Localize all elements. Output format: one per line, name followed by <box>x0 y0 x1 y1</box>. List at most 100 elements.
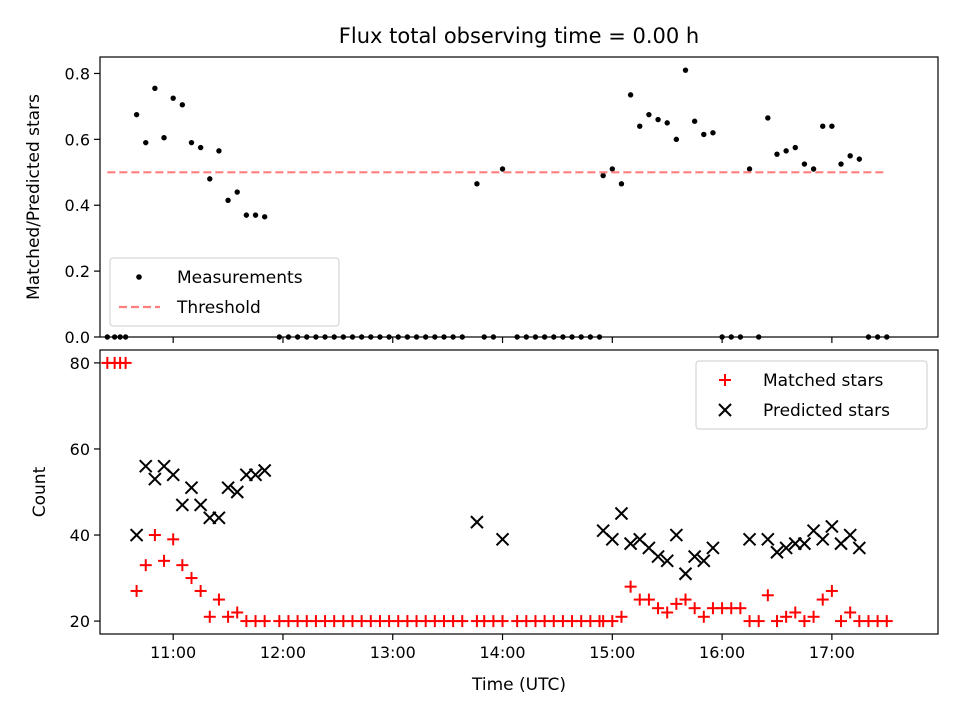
measurement-point <box>746 166 753 172</box>
measurement-point <box>719 334 725 340</box>
measurement-point <box>413 334 420 340</box>
bottom-series-layer <box>101 356 893 628</box>
predicted-star-point <box>166 468 180 482</box>
measurement-point <box>682 67 689 73</box>
measurement-point <box>755 334 762 340</box>
predicted-star-point <box>742 532 757 547</box>
measurement-point <box>856 156 863 162</box>
predicted-star-point <box>678 567 693 581</box>
bottom-legend: Matched stars Predicted stars <box>695 360 928 430</box>
measurement-point <box>865 334 872 340</box>
predicted-star-point <box>470 515 484 529</box>
matched-star-point <box>780 610 793 623</box>
measurement-point <box>111 334 118 340</box>
measurement-point <box>197 144 204 151</box>
bottom-x-tick-label: 15:00 <box>589 643 635 662</box>
measurement-point <box>884 334 890 340</box>
matched-star-point <box>642 593 655 606</box>
matched-star-point <box>752 615 765 628</box>
measurement-point <box>523 334 530 340</box>
measurement-point <box>313 334 319 340</box>
top-legend-box <box>109 257 340 327</box>
measurement-point <box>481 334 487 340</box>
measurement-point <box>655 116 661 123</box>
matched-star-point <box>231 606 244 619</box>
top-y-axis-label: Matched/Predicted stars <box>24 94 44 300</box>
predicted-star-point <box>651 549 665 564</box>
matched-star-point <box>496 615 509 628</box>
matched-star-point <box>816 593 829 606</box>
measurement-point <box>340 334 347 340</box>
measurement-point <box>627 92 634 98</box>
chart-title: Flux total observing time = 0.00 h <box>339 24 699 48</box>
measurement-point <box>820 123 826 129</box>
predicted-star-point <box>605 532 620 547</box>
measurement-point <box>276 334 283 340</box>
measurement-point <box>358 334 365 340</box>
measurement-point <box>728 334 734 340</box>
top-series-layer <box>104 67 890 340</box>
measurement-point <box>701 131 707 138</box>
measurement-point <box>596 334 603 340</box>
top-legend: Measurements Threshold <box>109 257 340 327</box>
matched-star-point <box>158 554 171 567</box>
bottom-x-tick-label: 13:00 <box>370 643 416 662</box>
predicted-star-point <box>139 459 153 473</box>
measurement-point <box>422 334 429 340</box>
bottom-legend-box <box>695 360 928 430</box>
top-y-tick-label: 0.8 <box>65 64 90 83</box>
measurement-point <box>117 334 123 340</box>
measurement-point <box>179 102 186 108</box>
measurement-point <box>225 197 231 203</box>
bottom-x-tick-label: 14:00 <box>479 643 525 662</box>
measurement-point <box>490 334 497 340</box>
matched-star-point <box>258 615 271 628</box>
measurement-point <box>386 334 392 340</box>
predicted-star-point <box>697 554 711 568</box>
legend-label-measurements: Measurements <box>177 268 303 288</box>
matched-star-point <box>148 529 161 542</box>
matched-star-point <box>185 572 198 585</box>
measurement-point <box>499 166 506 172</box>
bottom-y-tick-label: 80 <box>70 354 90 373</box>
bottom-y-axis-label: Count <box>30 466 50 517</box>
bottom-x-tick-label: 11:00 <box>150 643 196 662</box>
bottom-plot-frame <box>99 349 939 635</box>
measurement-point <box>569 334 575 340</box>
matched-star-point <box>770 615 783 628</box>
predicted-star-point <box>761 532 775 547</box>
measurement-point <box>285 334 292 340</box>
predicted-star-point <box>148 472 162 486</box>
measurement-point <box>432 334 438 340</box>
bottom-x-tick-label: 16:00 <box>699 643 745 662</box>
bottom-y-tick-label: 20 <box>70 612 90 631</box>
predicted-star-point <box>623 536 638 551</box>
matched-star-point <box>844 606 857 619</box>
matched-star-point <box>176 559 189 572</box>
measurement-point <box>600 172 606 179</box>
measurement-point <box>514 334 520 340</box>
bottom-x-axis: 11:00 12:00 13:00 14:00 15:00 16:00 17:00 <box>150 634 855 662</box>
top-y-axis: 0.0 0.2 0.4 0.6 0.8 <box>65 64 100 347</box>
bottom-y-tick-label: 40 <box>70 526 90 545</box>
measurement-point <box>618 181 625 187</box>
predicted-star-point <box>797 536 812 551</box>
matched-star-point <box>615 610 628 623</box>
matched-star-point <box>456 615 469 628</box>
matched-star-point <box>679 593 692 606</box>
matched-star-point <box>835 615 848 628</box>
predicted-star-point <box>706 541 720 555</box>
measurement-point <box>801 161 808 167</box>
matched-star-point <box>807 610 820 623</box>
predicted-star-point <box>193 498 208 512</box>
x-axis-label: Time (UTC) <box>471 675 566 695</box>
predicted-star-point <box>852 541 867 555</box>
measurement-point <box>587 334 594 340</box>
matched-star-point <box>139 559 152 572</box>
matched-star-point <box>734 602 747 615</box>
measurement-point <box>243 212 250 218</box>
top-y-tick-label: 0.0 <box>65 328 90 347</box>
